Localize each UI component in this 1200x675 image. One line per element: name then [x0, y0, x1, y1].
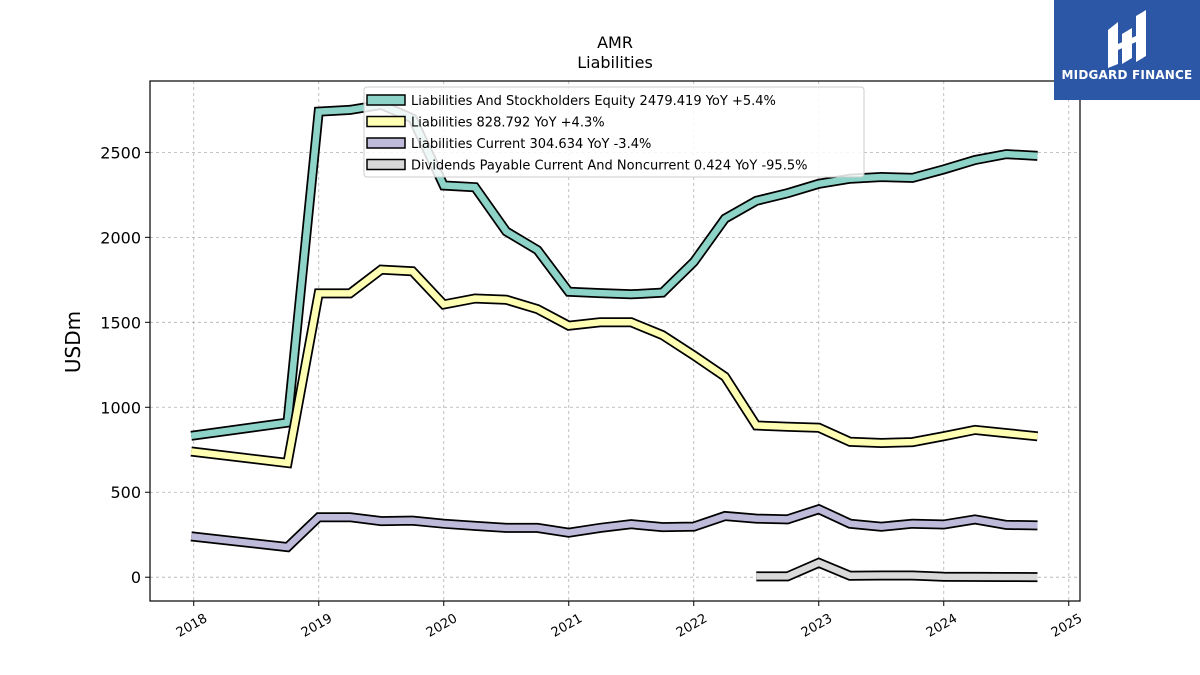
- chart-subtitle: Liabilities: [577, 53, 653, 72]
- legend-entry-3: Dividends Payable Current And Noncurrent…: [411, 159, 807, 174]
- plot-frame: [149, 80, 1081, 602]
- legend-swatch-2: [366, 137, 406, 149]
- y-tick-label: 2000: [100, 228, 141, 247]
- y-tick-label: 0: [131, 568, 141, 587]
- x-tick-label: 2025: [1049, 611, 1085, 641]
- series-line-3: [756, 559, 1038, 581]
- x-ticks: 2018 2019 2020 2021 2022 2023 2024 2025: [174, 601, 1085, 641]
- x-tick-label: 2024: [924, 611, 960, 641]
- legend: Liabilities And Stockholders Equity 2479…: [363, 86, 865, 178]
- logo-mark-icon: [1108, 10, 1146, 68]
- y-tick-label: 1000: [100, 398, 141, 417]
- brand-name: MIDGARD FINANCE: [1061, 68, 1193, 82]
- x-tick-label: 2018: [174, 611, 210, 641]
- legend-entry-0: Liabilities And Stockholders Equity 2479…: [411, 94, 776, 109]
- legend-box: [363, 86, 865, 178]
- chart-title: AMR: [597, 33, 633, 52]
- y-tick-label: 2500: [100, 143, 141, 162]
- midgard-finance-logo: MIDGARD FINANCE: [1054, 0, 1200, 100]
- x-tick-label: 2019: [299, 611, 335, 641]
- y-axis-label: USDm: [61, 311, 85, 373]
- legend-swatch-0: [366, 94, 406, 106]
- legend-swatch-3: [366, 158, 406, 171]
- legend-entry-1: Liabilities 828.792 YoY +4.3%: [411, 116, 605, 131]
- y-ticks: 0 500 1000 1500 2000 2500: [100, 143, 150, 587]
- legend-swatch-1: [366, 115, 406, 128]
- x-tick-label: 2023: [799, 611, 835, 641]
- legend-entry-2: Liabilities Current 304.634 YoY -3.4%: [411, 137, 651, 152]
- x-tick-label: 2021: [549, 611, 585, 641]
- series-line-1: [190, 266, 1038, 467]
- y-tick-label: 1500: [100, 313, 141, 332]
- x-tick-label: 2022: [674, 611, 710, 641]
- x-tick-label: 2020: [424, 611, 460, 641]
- series-line-2: [190, 505, 1038, 551]
- y-tick-label: 500: [110, 483, 141, 502]
